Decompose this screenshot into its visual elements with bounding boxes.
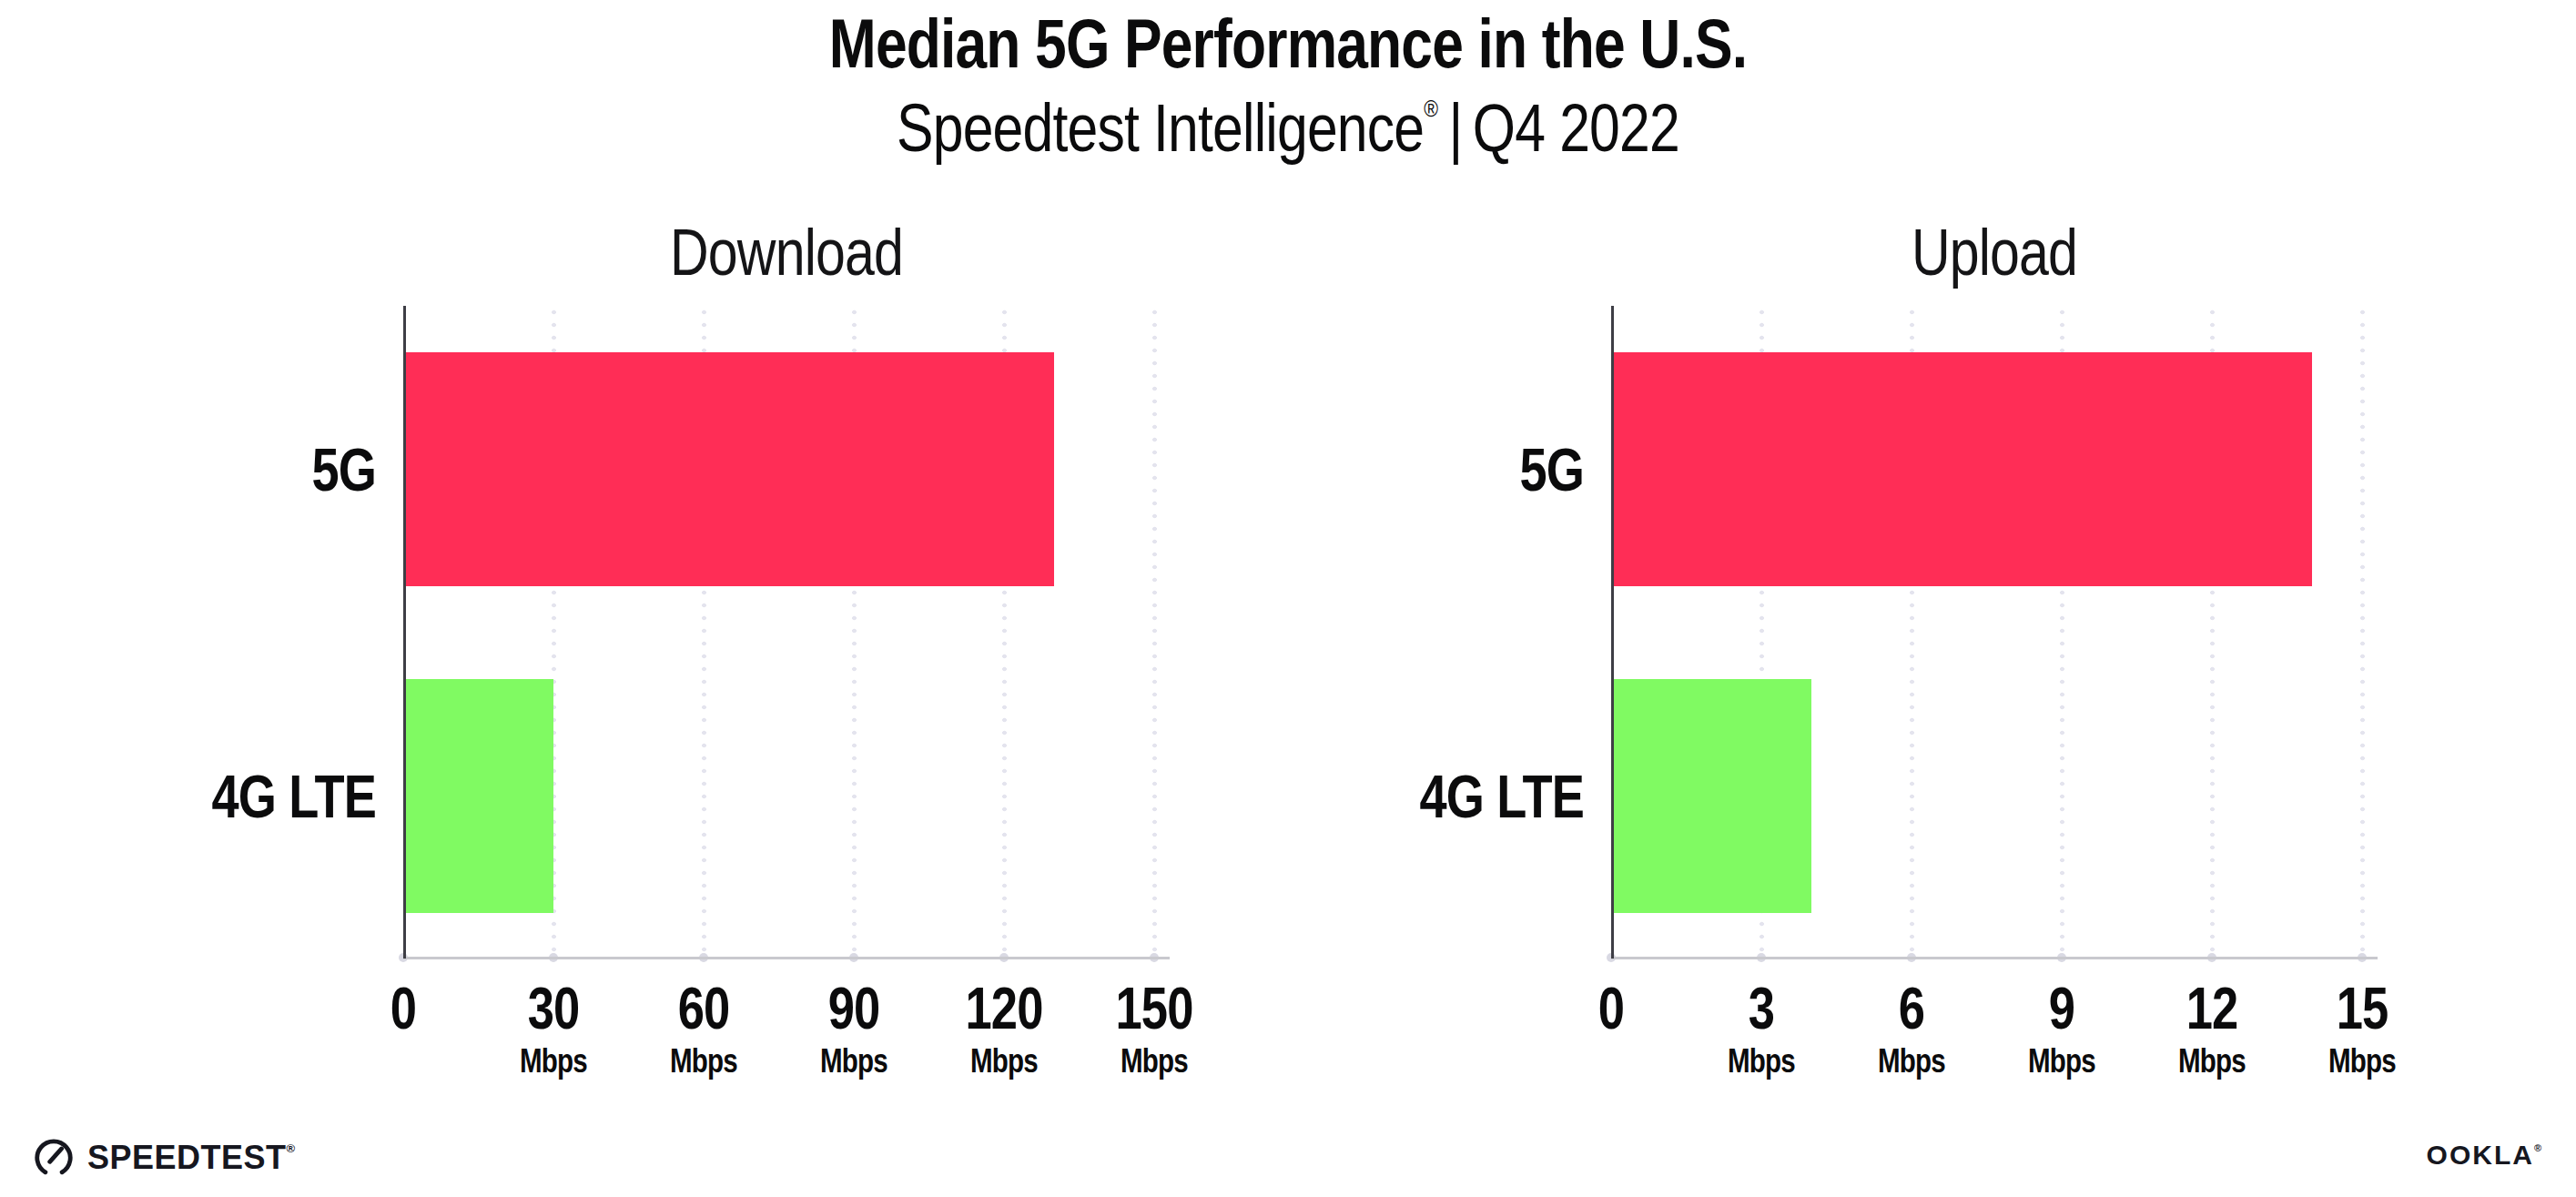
tick-label-upload-0: 0 [1529, 979, 1693, 1038]
tick-unit-download-30: Mbps [472, 1045, 635, 1078]
plot-download: 5G4G LTE030Mbps60Mbps90Mbps120Mbps150Mbp… [403, 306, 1170, 959]
tick-unit-download-120: Mbps [922, 1045, 1086, 1078]
tick-unit-upload-9: Mbps [1980, 1045, 2144, 1078]
y-label-upload-4g-lte: 4G LTE [1255, 760, 1584, 833]
tick-unit-upload-6: Mbps [1830, 1045, 1993, 1078]
gridline-upload-15 [2360, 306, 2365, 959]
bar-upload-5g [1611, 352, 2312, 586]
page-title: Median 5G Performance in the U.S. [232, 7, 2345, 80]
tick-unit-download-60: Mbps [622, 1045, 786, 1078]
speedtest-wordmark-text: SPEEDTEST [87, 1139, 287, 1176]
speedtest-logo: SPEEDTEST® [33, 1134, 295, 1182]
tick-label-download-150: 150 [1072, 979, 1236, 1038]
tick-unit-download-150: Mbps [1072, 1045, 1236, 1078]
tick-label-upload-12: 12 [2130, 979, 2294, 1038]
tick-unit-upload-3: Mbps [1679, 1045, 1843, 1078]
tick-label-download-90: 90 [772, 979, 936, 1038]
bar-download-5g [403, 352, 1054, 586]
speedtest-gauge-icon [33, 1137, 75, 1179]
speedtest-wordmark: SPEEDTEST® [87, 1139, 295, 1177]
tick-label-upload-9: 9 [1980, 979, 2144, 1038]
x-axis-line-upload [1611, 957, 2378, 959]
tick-unit-upload-12: Mbps [2130, 1045, 2294, 1078]
y-axis-line-upload [1611, 306, 1614, 959]
page-subtitle: Speedtest Intelligence® |Q4 2022 [232, 93, 2345, 164]
y-label-download-5g: 5G [47, 433, 376, 506]
chart-title-download: Download [472, 218, 1100, 288]
bar-upload-4g-lte [1611, 679, 1811, 913]
plot-upload: 5G4G LTE03Mbps6Mbps9Mbps12Mbps15Mbps [1611, 306, 2378, 959]
subtitle-period: Q4 2022 [1473, 90, 1679, 166]
y-label-download-4g-lte: 4G LTE [47, 760, 376, 833]
ookla-wordmark-text: OOKLA [2427, 1140, 2534, 1170]
tick-label-download-0: 0 [321, 979, 485, 1038]
y-axis-line-download [403, 306, 406, 959]
tick-label-upload-3: 3 [1679, 979, 1843, 1038]
gridline-download-150 [1152, 306, 1157, 959]
ookla-wordmark: OOKLA® [2427, 1140, 2541, 1170]
infographic-canvas: Median 5G Performance in the U.S. Speedt… [0, 0, 2576, 1197]
tick-unit-upload-15: Mbps [2280, 1045, 2444, 1078]
ookla-logo: OOKLA® [2427, 1140, 2541, 1171]
tick-unit-download-90: Mbps [772, 1045, 936, 1078]
chart-title-upload: Upload [1680, 218, 2308, 288]
tick-label-upload-15: 15 [2280, 979, 2444, 1038]
speedtest-registered-mark: ® [287, 1141, 296, 1155]
y-label-upload-5g: 5G [1255, 433, 1584, 506]
registered-trademark-icon: ® [1424, 95, 1438, 122]
tick-label-download-30: 30 [472, 979, 635, 1038]
ookla-registered-mark: ® [2534, 1142, 2541, 1153]
x-axis-line-download [403, 957, 1170, 959]
tick-label-download-120: 120 [922, 979, 1086, 1038]
bar-download-4g-lte [403, 679, 553, 913]
tick-label-download-60: 60 [622, 979, 786, 1038]
subtitle-brand: Speedtest Intelligence [897, 90, 1424, 166]
subtitle-separator: | [1448, 90, 1462, 166]
tick-label-upload-6: 6 [1830, 979, 1993, 1038]
